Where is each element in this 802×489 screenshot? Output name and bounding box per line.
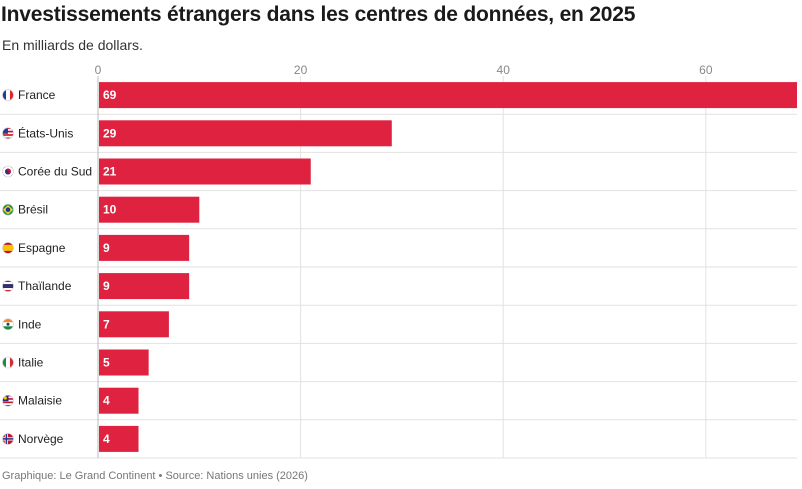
category-label: Brésil	[18, 203, 48, 217]
data-label: 69	[103, 88, 117, 102]
bar	[99, 120, 392, 147]
category-label: Norvège	[18, 432, 64, 446]
data-label: 9	[103, 279, 110, 293]
bar	[99, 196, 200, 223]
chart-title: Investissements étrangers dans les centr…	[1, 3, 636, 26]
data-label: 29	[103, 126, 117, 140]
flag-france-icon	[2, 89, 14, 101]
data-label: 5	[103, 356, 110, 370]
chart-subtitle: En milliards de dollars.	[2, 37, 143, 53]
flag-italy-icon	[2, 356, 14, 369]
bar	[99, 425, 139, 452]
category-label: Thaïlande	[18, 279, 72, 293]
category-label: États-Unis	[18, 125, 73, 140]
data-label: 21	[103, 165, 117, 179]
flag-usa-icon	[2, 127, 14, 140]
category-label: Italie	[18, 356, 44, 370]
category-label: Espagne	[18, 241, 66, 255]
flag-south-korea-icon	[2, 165, 14, 178]
bar	[99, 158, 311, 185]
data-label: 4	[103, 432, 110, 446]
category-label: Inde	[18, 317, 42, 331]
flag-malaysia-icon	[2, 394, 14, 407]
bar	[99, 349, 149, 376]
flag-india-icon	[2, 318, 14, 331]
data-label: 4	[103, 394, 110, 408]
category-label: France	[18, 88, 56, 102]
data-label: 7	[103, 317, 110, 331]
flag-spain-icon	[2, 242, 14, 254]
flag-thailand-icon	[2, 280, 14, 292]
x-tick-label: 60	[699, 63, 713, 77]
flag-brazil-icon	[2, 203, 14, 216]
source-footer: Graphique: Le Grand Continent • Source: …	[2, 470, 308, 482]
category-label: Corée du Sud	[18, 165, 92, 179]
x-tick-label: 0	[95, 63, 102, 77]
bar	[99, 234, 190, 261]
data-label: 10	[103, 203, 117, 217]
bar	[99, 273, 190, 300]
x-tick-label: 40	[497, 63, 511, 77]
category-label: Malaisie	[18, 394, 62, 408]
bar	[99, 82, 797, 109]
bar	[99, 387, 139, 414]
bar	[99, 311, 169, 338]
x-tick-label: 20	[294, 63, 308, 77]
data-label: 9	[103, 241, 110, 255]
flag-norway-icon	[2, 433, 14, 445]
